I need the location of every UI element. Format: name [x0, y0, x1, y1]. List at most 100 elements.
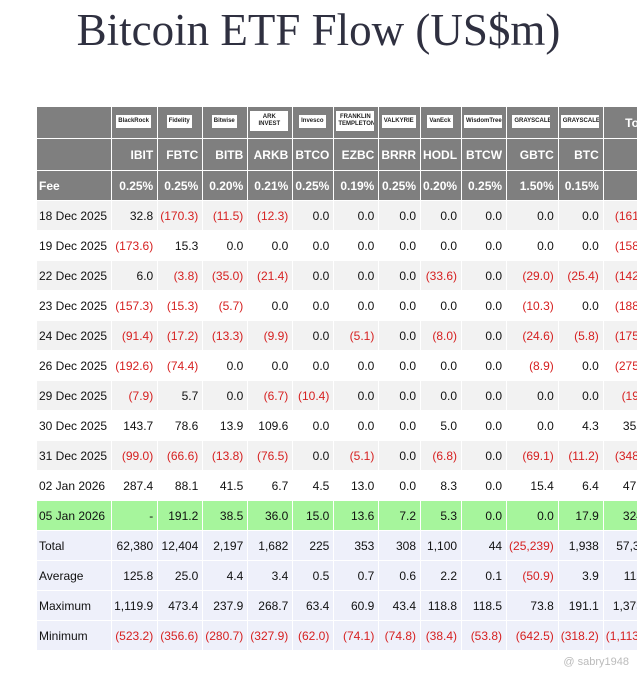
flow-cell: 0.0 — [292, 260, 335, 291]
flow-cell: 0.0 — [557, 380, 604, 411]
flow-cell: 0.0 — [461, 260, 508, 291]
summary-cell: 1,119.9 — [111, 590, 159, 621]
flow-cell: 0.0 — [506, 410, 559, 441]
flow-cell: 6.0 — [111, 260, 159, 291]
summary-cell: 60.9 — [333, 590, 380, 621]
flow-cell: - — [111, 500, 159, 531]
summary-cell: 25.0 — [157, 560, 204, 591]
ticker: FBTC — [157, 138, 204, 171]
summary-cell: (50.9) — [506, 560, 559, 591]
summary-cell: 0.1 — [461, 560, 508, 591]
flow-cell: (99.0) — [111, 440, 159, 471]
flow-cell: 0.0 — [292, 320, 335, 351]
summary-cell: (318.2) — [557, 620, 604, 651]
flow-cell: (19.3) — [602, 380, 637, 411]
flow-cell: (25.4) — [557, 260, 604, 291]
logo-row: BlackRock Fidelity Bitwise ARK INVEST Invesc… — [35, 106, 637, 139]
ticker: BRRR — [378, 138, 422, 171]
date-cell: 19 Dec 2025 — [35, 230, 113, 261]
flow-cell: 0.0 — [292, 230, 335, 261]
flow-cell: (9.9) — [247, 320, 294, 351]
summary-cell: (356.6) — [157, 620, 204, 651]
flow-cell: (69.1) — [506, 440, 559, 471]
flow-cell: (76.5) — [247, 440, 294, 471]
flow-cell: 0.0 — [333, 290, 380, 321]
summary-cell: 191.1 — [557, 590, 604, 621]
flow-cell: (10.3) — [506, 290, 559, 321]
flow-cell: 0.0 — [378, 230, 422, 261]
blank-cell — [602, 138, 637, 171]
ticker: GBTC — [506, 138, 559, 171]
flow-cell: 17.9 — [557, 500, 604, 531]
summary-cell: (74.8) — [378, 620, 422, 651]
flow-cell: 0.0 — [557, 350, 604, 381]
flow-cell: 0.0 — [506, 380, 559, 411]
fee-row: Fee 0.25% 0.25% 0.20% 0.21% 0.25% 0.19% 0.25% 0.… — [35, 170, 637, 201]
flow-cell: (10.4) — [292, 380, 335, 411]
flow-cell: 0.0 — [333, 410, 380, 441]
flow-cell: 0.0 — [557, 230, 604, 261]
summary-cell: 268.7 — [247, 590, 294, 621]
flow-cell: 15.4 — [506, 470, 559, 501]
flow-table: BlackRock Fidelity Bitwise ARK INVEST Invesc… — [35, 106, 637, 651]
summary-cell: 1,682 — [247, 530, 294, 561]
fee: 0.15% — [557, 170, 604, 201]
summary-row: Total 62,380 12,404 2,197 1,682 225 353 308 1,10… — [35, 530, 637, 561]
logo: WisdomTree — [464, 114, 503, 128]
summary-cell: 3.4 — [247, 560, 294, 591]
logo-cell: ARK INVEST — [247, 106, 294, 139]
flow-cell: (91.4) — [111, 320, 159, 351]
flow-cell: 0.0 — [420, 230, 463, 261]
flow-cell: (33.6) — [420, 260, 463, 291]
flow-cell: 0.0 — [378, 320, 422, 351]
flow-cell: 88.1 — [157, 470, 204, 501]
flow-cell: 0.0 — [333, 350, 380, 381]
blank-cell — [35, 106, 113, 139]
flow-cell: 0.0 — [333, 380, 380, 411]
summary-cell: 115.7 — [602, 560, 637, 591]
flow-cell: (5.1) — [333, 320, 380, 351]
summary-row: Maximum 1,119.9 473.4 237.9 268.7 63.4 60.9 43.… — [35, 590, 637, 621]
flow-cell: 143.7 — [111, 410, 159, 441]
ticker: BTC — [557, 138, 604, 171]
summary-row: Minimum (523.2) (356.6) (280.7) (327.9) (62.0… — [35, 620, 637, 651]
logo: VALKYRIE — [381, 114, 416, 128]
logo: Bitwise — [211, 114, 237, 128]
summary-cell: 1,100 — [420, 530, 463, 561]
summary-cell: 125.8 — [111, 560, 159, 591]
ticker: EZBC — [333, 138, 380, 171]
watermark: @ sabry1948 — [563, 656, 629, 668]
flow-cell: 0.0 — [461, 500, 508, 531]
flow-cell: 13.0 — [333, 470, 380, 501]
data-row: 24 Dec 2025 (91.4) (17.2) (13.3) (9.9) 0.0 (5.… — [35, 320, 637, 351]
data-row: 23 Dec 2025 (157.3) (15.3) (5.7) 0.0 0.0 0.0 0.… — [35, 290, 637, 321]
flow-cell: (8.0) — [420, 320, 463, 351]
flow-cell: 0.0 — [378, 200, 422, 231]
flow-cell: 0.0 — [378, 260, 422, 291]
flow-cell: 0.0 — [247, 230, 294, 261]
flow-cell: 0.0 — [506, 500, 559, 531]
flow-cell: 5.3 — [420, 500, 463, 531]
flow-cell: (275.9) — [602, 350, 637, 381]
date-cell: 23 Dec 2025 — [35, 290, 113, 321]
blank-cell — [35, 138, 113, 171]
flow-cell: (13.3) — [202, 320, 249, 351]
flow-cell: 0.0 — [420, 290, 463, 321]
ticker: BITB — [202, 138, 249, 171]
flow-cell: (24.6) — [506, 320, 559, 351]
date-cell: 24 Dec 2025 — [35, 320, 113, 351]
date-cell: 18 Dec 2025 — [35, 200, 113, 231]
summary-label: Minimum — [35, 620, 113, 651]
logo: GRAYSCALE — [560, 114, 599, 128]
ticker: BTCO — [292, 138, 335, 171]
flow-cell: (74.4) — [157, 350, 204, 381]
data-row: 05 Jan 2026-191.2 38.5 36.0 15.0 13.6 7.2 5.3 0… — [35, 500, 637, 531]
fee: 0.25% — [461, 170, 508, 201]
summary-cell: 473.4 — [157, 590, 204, 621]
summary-cell: (74.1) — [333, 620, 380, 651]
logo: VanEck — [427, 114, 453, 128]
summary-cell: 237.9 — [202, 590, 249, 621]
flow-cell: 0.0 — [378, 290, 422, 321]
flow-cell: (142.2) — [602, 260, 637, 291]
ticker: ARKB — [247, 138, 294, 171]
